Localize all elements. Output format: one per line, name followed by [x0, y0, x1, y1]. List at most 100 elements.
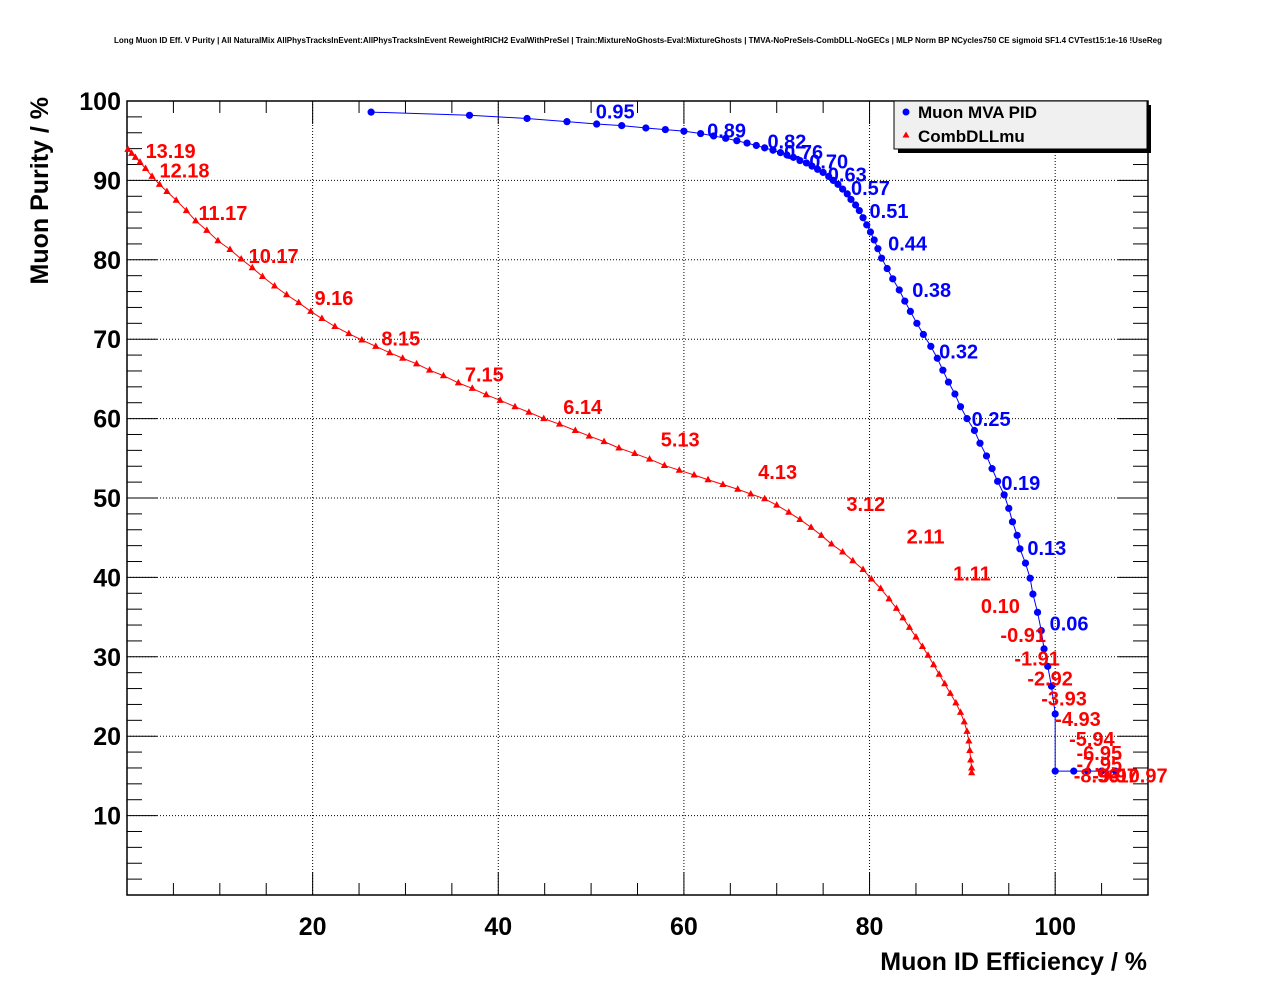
data-point — [1111, 767, 1120, 775]
legend-marker-circle — [902, 108, 910, 116]
point-label: 10.17 — [249, 246, 299, 268]
point-label: -10.97 — [1111, 765, 1168, 787]
data-point — [226, 245, 234, 252]
x-tick-labels: 20 40 60 80 100 — [299, 913, 1076, 941]
data-point — [843, 190, 851, 198]
data-point — [870, 236, 878, 244]
point-label: -8.96 — [1074, 765, 1120, 787]
data-point — [367, 108, 375, 116]
data-point — [496, 396, 504, 403]
data-point — [697, 129, 705, 138]
point-label: -3.93 — [1041, 688, 1087, 710]
data-point — [789, 153, 798, 161]
data-point — [680, 127, 688, 135]
data-point — [1021, 559, 1030, 567]
data-point — [148, 172, 156, 179]
data-point — [913, 319, 921, 327]
data-point — [270, 282, 279, 289]
data-point — [439, 371, 448, 379]
point-label: 0.89 — [707, 121, 746, 143]
data-point — [906, 307, 914, 316]
point-label: 1.11 — [953, 564, 991, 586]
data-point — [852, 201, 860, 209]
data-point — [1016, 545, 1024, 553]
data-point — [399, 354, 407, 361]
data-point — [776, 149, 785, 157]
data-point — [895, 286, 903, 294]
data-point — [866, 228, 875, 236]
data-point — [307, 307, 315, 314]
data-point — [1084, 767, 1092, 775]
data-point — [345, 329, 353, 337]
data-point — [372, 342, 380, 349]
data-point — [258, 272, 267, 279]
data-point — [968, 763, 976, 771]
data-point — [956, 708, 965, 715]
point-label: 3.12 — [846, 494, 885, 516]
data-point — [1040, 645, 1048, 653]
data-point — [163, 187, 171, 195]
data-point — [203, 226, 211, 233]
data-point — [600, 437, 608, 445]
point-label: 0.19 — [1001, 473, 1040, 495]
data-point — [965, 736, 973, 744]
point-label: 0.10 — [981, 596, 1020, 618]
point-label: 0.57 — [851, 178, 890, 200]
data-point — [555, 420, 564, 427]
data-point — [951, 390, 959, 398]
data-point — [941, 679, 949, 687]
x-axis-title: Muon ID Efficiency / % — [880, 948, 1147, 976]
data-point — [785, 508, 793, 515]
point-label: -2.92 — [1027, 668, 1073, 690]
data-point — [935, 670, 943, 677]
legend-box — [893, 100, 1148, 150]
data-point — [899, 613, 907, 621]
point-label: 12.18 — [159, 160, 209, 182]
data-point — [540, 414, 548, 422]
data-point — [892, 604, 901, 611]
point-label: 0.32 — [939, 341, 978, 363]
y-tick-label: 60 — [93, 406, 121, 434]
data-point — [966, 746, 974, 753]
data-point — [877, 584, 885, 592]
data-point — [182, 206, 191, 214]
data-point — [295, 298, 303, 306]
data-point — [859, 214, 867, 222]
y-tick-label: 40 — [93, 564, 121, 592]
data-point — [967, 756, 975, 763]
data-point — [849, 556, 857, 564]
data-point — [769, 146, 777, 154]
data-point — [796, 156, 804, 165]
y-axis-title: Muon Purity / % — [26, 97, 54, 285]
y-tick-label: 90 — [93, 167, 121, 195]
point-label: 0.44 — [888, 233, 928, 255]
legend: Muon MVA PID CombDLLmu — [893, 100, 1151, 153]
data-point — [933, 354, 941, 362]
data-point — [783, 151, 791, 159]
data-point — [734, 485, 742, 492]
data-point — [889, 275, 897, 283]
data-point — [1008, 518, 1017, 526]
y-tick-label: 20 — [93, 723, 121, 751]
legend-label-combdllmu: CombDLLmu — [918, 127, 1025, 146]
data-point — [839, 547, 847, 555]
data-point — [425, 366, 434, 373]
data-point — [358, 335, 366, 343]
point-label: 8.15 — [381, 329, 420, 351]
data-point — [172, 196, 180, 203]
point-label: -1.91 — [1014, 649, 1060, 671]
point-label: -0.91 — [1000, 625, 1046, 647]
data-point — [386, 348, 394, 356]
data-point — [807, 523, 815, 530]
data-point — [523, 114, 531, 123]
data-point — [929, 660, 938, 668]
point-label: 0.38 — [912, 280, 951, 302]
data-point — [752, 141, 760, 150]
data-point — [982, 452, 991, 460]
data-point — [618, 122, 626, 130]
data-point — [827, 540, 836, 547]
point-label: -4.93 — [1055, 709, 1101, 731]
data-point — [963, 415, 971, 423]
point-label: -6.95 — [1077, 743, 1123, 765]
